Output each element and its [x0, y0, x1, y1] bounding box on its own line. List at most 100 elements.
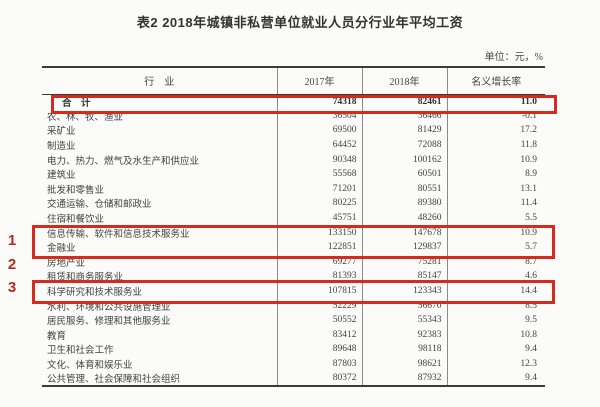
cell-industry: 建筑业 — [47, 171, 76, 182]
cell-y2017: 74318 — [276, 94, 362, 109]
cell-growth: 13.1 — [446, 181, 545, 197]
cell-y2017: 36504 — [276, 108, 362, 124]
cell-y2018: 81429 — [361, 123, 447, 138]
cell-y2018: 85147 — [361, 269, 447, 284]
cell-y2018: 98621 — [361, 356, 447, 372]
cell-y2018: 80551 — [361, 181, 447, 197]
cell-y2017: 87803 — [276, 356, 362, 372]
cell-growth: 10.9 — [446, 152, 545, 167]
table-header: 行 业 2017年 2018年 名义增长率 — [42, 67, 545, 95]
cell-y2017: 69500 — [276, 123, 362, 138]
cell-y2018: 123343 — [361, 283, 447, 299]
cell-y2017: 90348 — [276, 152, 362, 167]
cell-growth: -0.1 — [446, 108, 545, 124]
col-header-2018: 2018年 — [361, 67, 447, 95]
cell-y2017: 122851 — [276, 239, 362, 255]
table-row: 交通运输、仓储和邮政业 80225 89380 11.4 — [42, 196, 545, 211]
cell-growth: 17.2 — [446, 123, 545, 138]
annotation-marker-2: 2 — [7, 256, 17, 273]
table-row: 建筑业 55568 60501 8.9 — [42, 166, 545, 182]
cell-y2017: 52229 — [276, 298, 362, 313]
wage-table: 行 业 2017年 2018年 名义增长率 合 计 74318 82461 11… — [42, 66, 545, 388]
cell-y2018: 89380 — [361, 196, 447, 211]
cell-y2018: 48260 — [361, 210, 447, 226]
cell-industry: 教育 — [47, 331, 67, 342]
cell-y2018: 147678 — [361, 225, 447, 240]
cell-industry: 采矿业 — [47, 127, 76, 138]
cell-y2017: 81393 — [276, 269, 362, 284]
cell-industry: 水利、环境和公共设施管理业 — [47, 302, 171, 313]
cell-y2018: 75281 — [361, 254, 447, 270]
table-row: 农、林、牧、渔业 36504 36466 -0.1 — [42, 108, 545, 124]
table-row: 租赁和商务服务业 81393 85147 4.6 — [42, 269, 545, 284]
cell-y2017: 64452 — [276, 137, 362, 153]
cell-y2017: 89648 — [276, 342, 362, 357]
cell-industry: 住宿和餐饮业 — [47, 215, 105, 226]
cell-growth: 9.4 — [446, 371, 545, 387]
cell-growth: 8.5 — [446, 298, 545, 313]
cell-growth: 11.8 — [446, 137, 545, 153]
cell-growth: 11.0 — [446, 94, 545, 109]
cell-y2018: 36466 — [361, 108, 447, 124]
cell-industry: 卫生和社会工作 — [47, 346, 114, 357]
total-row: 合 计 74318 82461 11.0 — [42, 94, 545, 109]
cell-industry: 农、林、牧、渔业 — [47, 112, 124, 123]
cell-industry: 制造业 — [47, 142, 76, 153]
unit-note: 单位：元，% — [484, 52, 543, 63]
cell-y2017: 45751 — [276, 210, 362, 226]
table-row: 金融业 122851 129837 5.7 — [42, 239, 545, 255]
table-body: 合 计 74318 82461 11.0 农、林、牧、渔业 36504 36466-… — [42, 94, 545, 387]
cell-industry: 批发和零售业 — [47, 185, 105, 196]
cell-industry: 文化、体育和娱乐业 — [47, 360, 133, 371]
cell-growth: 4.6 — [446, 269, 545, 284]
annotation-marker-3: 3 — [7, 279, 17, 296]
cell-growth: 14.4 — [446, 283, 545, 299]
table-row: 采矿业 69500 81429 17.2 — [42, 123, 545, 138]
header-row: 行 业 2017年 2018年 名义增长率 — [42, 67, 545, 95]
table-row: 水利、环境和公共设施管理业 52229 56670 8.5 — [42, 298, 545, 313]
table-row: 教育 83412 92383 10.8 — [42, 327, 545, 343]
cell-growth: 5.7 — [446, 239, 545, 255]
table-row: 房地产业 69277 75281 8.7 — [42, 254, 545, 270]
cell-y2017: 50552 — [276, 312, 362, 328]
table-row: 电力、热力、燃气及水生产和供应业 90348 100162 10.9 — [42, 152, 545, 167]
cell-y2018: 72088 — [361, 137, 447, 153]
cell-industry: 科学研究和技术服务业 — [47, 288, 143, 299]
cell-industry: 公共管理、社会保障和社会组织 — [47, 375, 181, 386]
cell-industry: 信息传输、软件和信息技术服务业 — [47, 229, 190, 240]
table-row: 信息传输、软件和信息技术服务业 133150 147678 10.9 — [42, 225, 545, 240]
cell-industry: 房地产业 — [47, 258, 86, 269]
cell-y2018: 98118 — [361, 342, 447, 357]
cell-growth: 11.4 — [446, 196, 545, 211]
table-row: 居民服务、修理和其他服务业 50552 55343 9.5 — [42, 312, 545, 328]
table-row: 卫生和社会工作 89648 98118 9.4 — [42, 342, 545, 357]
annotation-marker-1: 1 — [7, 232, 17, 249]
col-header-industry: 行 业 — [42, 67, 277, 95]
cell-y2017: 71201 — [276, 181, 362, 197]
col-header-2017: 2017年 — [276, 67, 362, 95]
cell-y2018: 129837 — [361, 239, 447, 255]
cell-growth: 9.4 — [446, 342, 545, 357]
cell-y2018: 60501 — [361, 166, 447, 182]
table-row: 制造业 64452 72088 11.8 — [42, 137, 545, 153]
cell-y2017: 133150 — [276, 225, 362, 240]
cell-industry: 租赁和商务服务业 — [47, 273, 124, 284]
cell-industry: 金融业 — [47, 244, 76, 255]
table-row: 文化、体育和娱乐业 87803 98621 12.3 — [42, 356, 545, 372]
table-row: 公共管理、社会保障和社会组织 80372 87932 9.4 — [42, 371, 545, 387]
cell-industry: 居民服务、修理和其他服务业 — [47, 317, 171, 328]
cell-y2018: 87932 — [361, 371, 447, 387]
cell-industry: 电力、热力、燃气及水生产和供应业 — [47, 156, 200, 167]
cell-y2018: 82461 — [361, 94, 447, 109]
table-row: 住宿和餐饮业 45751 48260 5.5 — [42, 210, 545, 226]
cell-y2018: 55343 — [361, 312, 447, 328]
table-row: 批发和零售业 71201 80551 13.1 — [42, 181, 545, 197]
cell-y2017: 80372 — [276, 371, 362, 387]
cell-growth: 10.9 — [446, 225, 545, 240]
cell-growth: 5.5 — [446, 210, 545, 226]
cell-growth: 9.5 — [446, 312, 545, 328]
cell-growth: 10.8 — [446, 327, 545, 343]
cell-growth: 8.9 — [446, 166, 545, 182]
cell-y2018: 100162 — [361, 152, 447, 167]
cell-growth: 12.3 — [446, 356, 545, 372]
